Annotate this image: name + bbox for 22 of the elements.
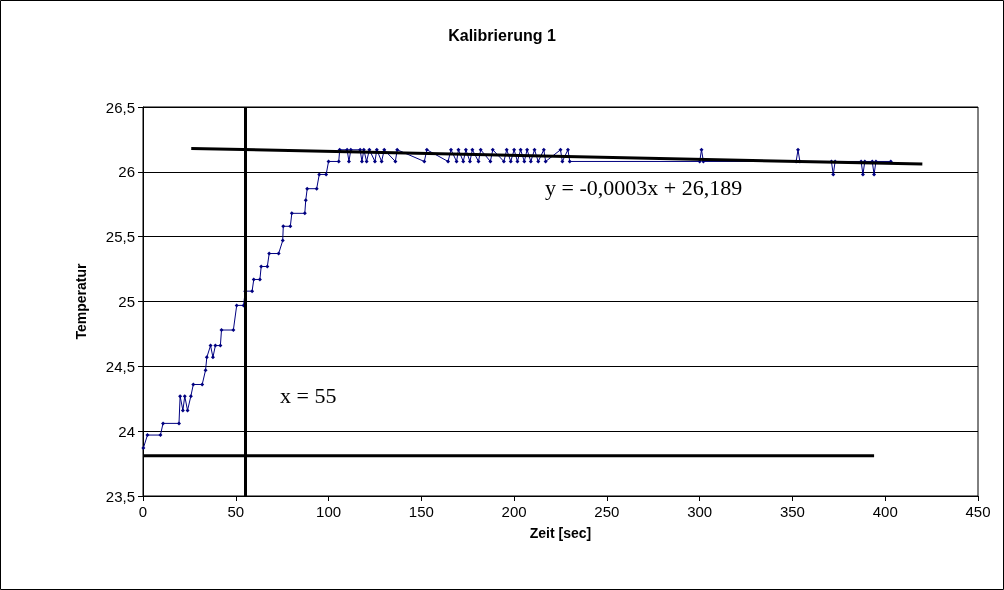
x-tick-label: 300 [687, 503, 713, 520]
y-tick-label: 25,5 [105, 228, 135, 246]
annotation: y = -0,0003x + 26,189 [545, 174, 743, 200]
x-tick-label: 100 [316, 503, 342, 520]
y-tick-label: 24 [118, 422, 135, 440]
x-tick-label: 150 [408, 503, 434, 520]
x-tick-label: 350 [779, 503, 805, 520]
y-axis-title: Temperatur [73, 262, 89, 340]
y-tick-label: 23,5 [105, 487, 135, 505]
x-tick-label: 50 [227, 503, 245, 520]
x-axis-title: Zeit [sec] [529, 525, 592, 541]
y-tick-label: 25 [118, 293, 135, 310]
x-tick-label: 0 [138, 503, 148, 520]
y-tick-label: 26 [118, 163, 135, 181]
annotation: x = 55 [280, 382, 337, 408]
x-tick-label: 250 [594, 503, 620, 520]
x-tick-label: 200 [501, 503, 527, 520]
x-tick-label: 450 [965, 503, 991, 520]
y-tick-label: 24,5 [105, 357, 135, 375]
y-tick-label: 26,5 [105, 98, 135, 116]
x-tick-label: 400 [872, 503, 898, 520]
chart-title: Kalibrierung 1 [448, 26, 556, 44]
